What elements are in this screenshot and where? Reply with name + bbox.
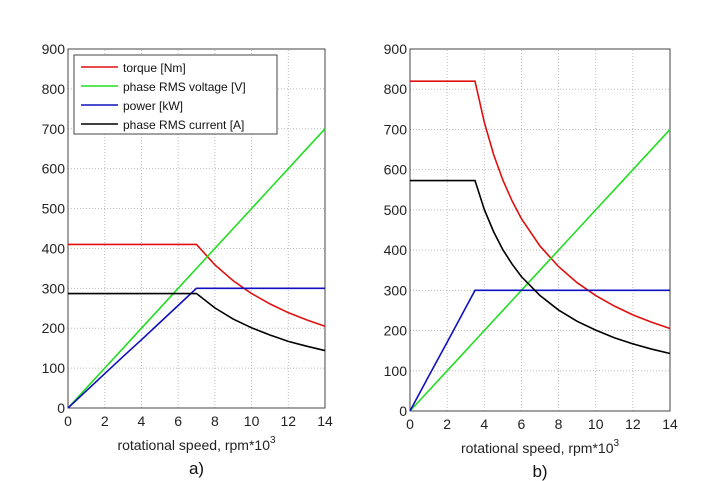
y-tick-label: 500 <box>384 202 408 218</box>
x-axis-label: rotational speed, rpm*103 <box>461 438 620 456</box>
y-tick-label: 300 <box>42 280 66 296</box>
x-tick-label: 10 <box>588 416 604 432</box>
x-tick-label: 12 <box>280 413 296 429</box>
panel-a: 0 2 4 6 8 10 12 14 0 100 200 300 400 500 600 700 800 900 r… <box>42 41 333 478</box>
x-tick-label: 12 <box>625 416 641 432</box>
x-tick-label: 8 <box>211 413 219 429</box>
x-tick-label: 4 <box>138 413 146 429</box>
x-tick-label: 2 <box>443 416 451 432</box>
x-tick-label: 14 <box>662 416 678 432</box>
y-tick-label: 0 <box>399 403 407 419</box>
legend-entry: phase RMS voltage [V] <box>123 80 246 94</box>
y-tick-label: 900 <box>42 41 66 57</box>
series-line-0 <box>68 243 326 327</box>
x-tick-label: 0 <box>406 416 414 432</box>
legend-box <box>73 54 278 135</box>
series-line-2 <box>409 289 670 412</box>
y-tick-label: 500 <box>42 201 66 217</box>
x-axis-label: rotational speed, rpm*103 <box>117 435 276 453</box>
series-line-1 <box>67 128 326 409</box>
legend-entry: phase RMS current [A] <box>123 118 244 132</box>
y-tick-label: 100 <box>42 360 66 376</box>
x-tick-label: 4 <box>480 416 488 432</box>
y-tick-label: 900 <box>384 41 408 57</box>
y-tick-label: 0 <box>57 400 65 416</box>
y-tick-label: 100 <box>384 363 408 379</box>
legend-entry: power [kW] <box>123 99 183 113</box>
x-axis-label-superscript: 3 <box>270 435 276 446</box>
x-tick-label: 0 <box>64 413 72 429</box>
series-line-0 <box>410 80 671 330</box>
y-tick-label: 600 <box>42 161 66 177</box>
x-tick-label: 6 <box>174 413 182 429</box>
series-line-3 <box>410 179 671 355</box>
series-line-2 <box>67 287 325 409</box>
panel-b: 0 2 4 6 8 10 12 14 0 100 200 300 400 500 600 700 800 900 r… <box>384 41 678 481</box>
y-tick-label: 300 <box>384 282 408 298</box>
panel-label: b) <box>532 462 547 481</box>
y-tick-label: 200 <box>42 320 66 336</box>
series-line-1 <box>409 128 671 412</box>
axes-frame <box>67 48 326 409</box>
x-axis-label-text: rotational speed, rpm*10 <box>461 440 614 456</box>
y-tick-label: 800 <box>42 81 66 97</box>
x-tick-label: 8 <box>555 416 563 432</box>
axes-frame <box>409 48 671 412</box>
x-tick-label: 14 <box>317 413 333 429</box>
y-tick-label: 400 <box>384 242 408 258</box>
x-axis-label-text: rotational speed, rpm*10 <box>117 437 270 453</box>
legend: torque [Nm] phase RMS voltage [V] power [k… <box>73 54 278 135</box>
x-tick-label: 10 <box>244 413 260 429</box>
series-line-3 <box>68 292 326 352</box>
panel-label: a) <box>189 459 204 478</box>
x-tick-label: 6 <box>518 416 526 432</box>
y-tick-label: 400 <box>42 240 66 256</box>
y-tick-label: 700 <box>384 121 408 137</box>
y-tick-label: 700 <box>42 121 66 137</box>
x-tick-label: 2 <box>101 413 109 429</box>
y-tick-label: 600 <box>384 162 408 178</box>
y-tick-label: 200 <box>384 323 408 339</box>
legend-entry: torque [Nm] <box>123 61 186 75</box>
y-tick-label: 800 <box>384 81 408 97</box>
x-axis-label-superscript: 3 <box>613 438 619 449</box>
